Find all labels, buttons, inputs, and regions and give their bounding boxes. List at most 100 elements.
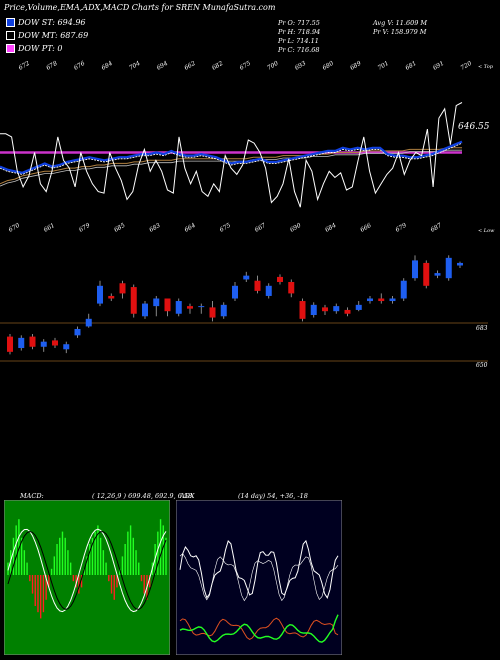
top-tick-label: 684 [100, 60, 114, 72]
right-tick-label: 650 [476, 362, 488, 369]
last-price-label: 646.55 [458, 122, 490, 132]
ohlc-low: Pr L: 714.11 [278, 37, 319, 45]
bottom-tick-label: 661 [43, 222, 56, 234]
top-tick-label: 672 [18, 60, 32, 72]
candle-body [119, 283, 126, 294]
bottom-tick-label: 670 [8, 222, 22, 234]
candle-body [85, 318, 92, 327]
candle-body [254, 280, 261, 291]
adx-values: (14 day) 54, +36, -18 [238, 492, 308, 500]
ohlc-avg-volume: Avg V: 11.609 M [373, 19, 428, 27]
top-tick-label: 676 [73, 60, 87, 72]
adx-plus-di-line [179, 614, 339, 643]
candle-body [108, 295, 115, 299]
candle-body [243, 275, 250, 280]
bottom-tick-label: 690 [289, 222, 303, 234]
macd-panel [4, 500, 170, 655]
bottom-tick-label: 666 [359, 222, 373, 234]
bottom-tick-label: 675 [219, 222, 233, 234]
top-tick-label: 682 [211, 60, 225, 72]
macd-background [4, 500, 170, 655]
candle-body [142, 303, 148, 317]
macd-label: MACD: [20, 492, 44, 500]
bottom-tick-label: 685 [113, 222, 127, 234]
candle-body [412, 260, 418, 279]
candle-body [130, 287, 137, 314]
macd-values: ( 12,26,9 ) 699.48, 692.9, 6.58 [92, 492, 193, 500]
bottom-tick-label: 679 [78, 222, 92, 234]
top-tick-label: 694 [156, 60, 170, 72]
candle-body [322, 307, 328, 312]
ohlc-close: Pr C: 716.68 [278, 46, 320, 54]
candle-body [288, 281, 295, 294]
candle-body [344, 309, 351, 314]
legend-dow-mt: DOW MT: 687.69 [6, 31, 88, 40]
top-tick-label: 700 [266, 60, 280, 72]
candle-body [423, 262, 430, 286]
candle-body [400, 280, 407, 299]
candle-body [434, 273, 441, 276]
candle-body [187, 306, 193, 309]
right-tick-label: 683 [476, 325, 488, 332]
legend-label-pt: DOW PT: 0 [18, 44, 63, 53]
candle-body [97, 285, 103, 304]
top-tick-label: 691 [432, 60, 445, 72]
chart-title: Price,Volume,EMA,ADX,MACD Charts for SRE… [4, 3, 276, 12]
bottom-tick-label: 679 [394, 222, 408, 234]
legend-dow-st: DOW ST: 694.96 [6, 18, 86, 27]
candle-body [265, 285, 272, 296]
bottom-tick-label: 664 [183, 222, 197, 234]
price-chart: 672 678 676 684 704 694 662 682 675 700 693 680 689 7… [0, 60, 495, 369]
ohlc-volume: Pr V: 158.979 M [373, 28, 427, 36]
top-tick-label: 680 [321, 60, 335, 72]
bottom-tick-label: 684 [324, 222, 338, 234]
candle-body [209, 307, 216, 318]
top-tick-label: 678 [45, 60, 59, 72]
adx-panel [176, 500, 342, 655]
adx-line-secondary [179, 553, 339, 602]
macd-line [7, 528, 167, 613]
dow-st-line [0, 140, 463, 174]
top-tick-label: 704 [128, 60, 142, 72]
ohlc-open: Pr O: 717.55 [278, 19, 320, 27]
candle-body [74, 328, 81, 336]
legend-label-mt: DOW MT: 687.69 [18, 31, 89, 40]
legend-dow-pt: DOW PT: 0 [6, 44, 63, 53]
candle-body [18, 337, 25, 349]
adx-background [176, 500, 342, 655]
candle-body [7, 336, 13, 352]
bottom-tick-label: 687 [430, 222, 444, 234]
bottom-corner-label: < Low [478, 228, 495, 234]
price-line [0, 102, 463, 208]
top-tick-label: 693 [294, 60, 308, 72]
candle-body [333, 306, 340, 312]
candle-body [457, 262, 463, 266]
legend-label-st: DOW ST: 694.96 [18, 18, 86, 27]
ohlc-high: Pr H: 718.94 [278, 28, 321, 36]
candle-body [367, 298, 373, 302]
legend-swatch-st [6, 18, 15, 27]
top-tick-label: 689 [349, 60, 363, 72]
candle-body [277, 276, 283, 282]
candle-body [29, 336, 36, 347]
adx-line [179, 539, 339, 599]
top-tick-label: 662 [183, 60, 197, 72]
candle-body [310, 304, 317, 316]
top-tick-label: 701 [377, 60, 390, 72]
candle-body [198, 306, 205, 308]
top-tick-label: 681 [404, 60, 417, 72]
candle-body [175, 301, 182, 314]
candle-body [164, 298, 171, 312]
legend-swatch-mt [6, 31, 15, 40]
candle-body [378, 298, 385, 302]
ema-short-line [0, 142, 463, 175]
legend-swatch-pt [6, 44, 15, 53]
candle-body [220, 304, 227, 317]
candle-body [445, 257, 452, 279]
candle-body [40, 341, 47, 347]
bottom-tick-label: 683 [148, 222, 162, 234]
candle-body [153, 298, 160, 307]
bottom-tick-label: 667 [254, 222, 268, 234]
candle-body [299, 301, 306, 319]
adx-label: ADX [180, 492, 195, 500]
